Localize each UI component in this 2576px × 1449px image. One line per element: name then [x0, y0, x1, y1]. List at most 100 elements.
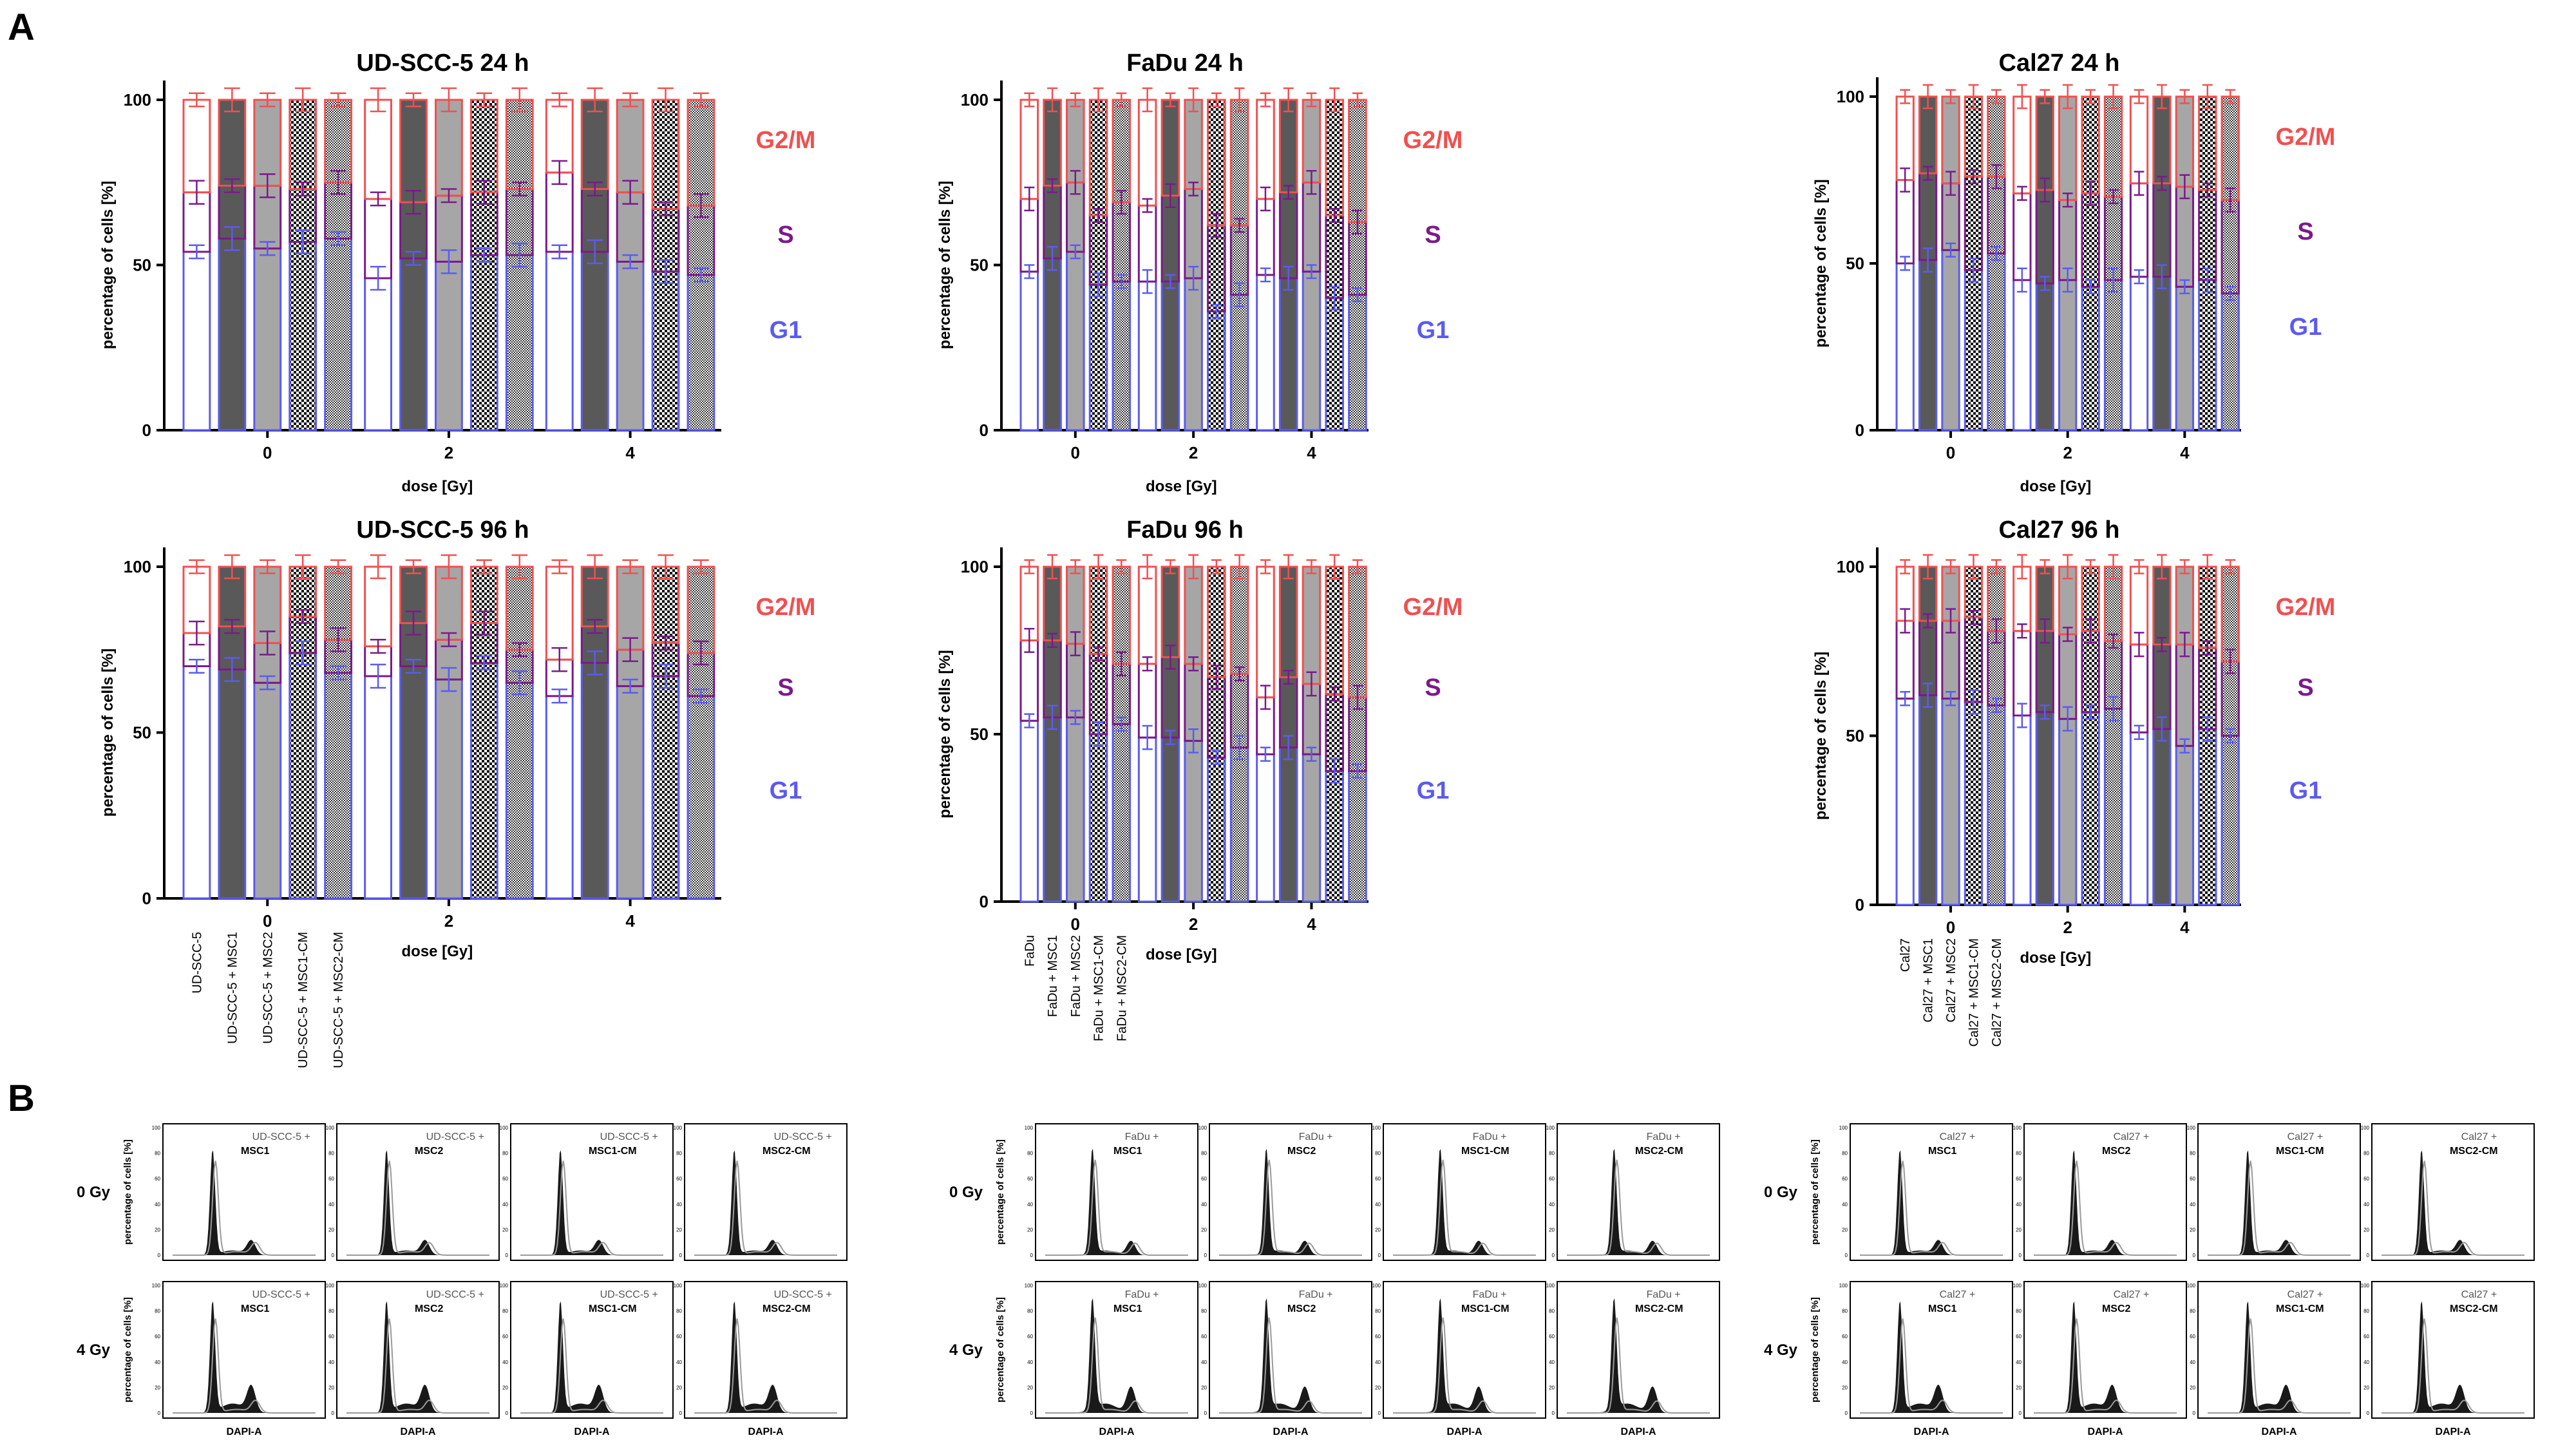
bar-g1 [1278, 746, 1298, 903]
category-label: FaDu + MSC2 [1069, 935, 1083, 1017]
hist-tick-label: 60 [1201, 1334, 1207, 1340]
hist-tick-label: 60 [155, 1334, 160, 1340]
y-axis-label: percentage of cells [%] [1812, 652, 1830, 820]
histogram-plot: 0 20 40 60 80 100 Cal27 + MSC2-CM [2361, 1123, 2535, 1261]
panel-label-a: A [8, 6, 35, 48]
category-label: Cal27 [1899, 938, 1913, 972]
histogram-filled-curve [1860, 1301, 2003, 1413]
chart-6: Cal27 96 h percentage of cells [%] 0 50 100 d… [1812, 516, 2335, 1046]
histogram-condition-label: MSC2 [1287, 1146, 1316, 1157]
y-axis-label: percentage of cells [%] [99, 649, 117, 817]
bar-s [2103, 195, 2123, 281]
histogram-condition-label: MSC1 [1928, 1146, 1957, 1157]
x-tick-label: 2 [444, 443, 453, 462]
hist-x-axis-label: DAPI-A [1273, 1426, 1309, 1437]
hist-tick-label: 100 [2187, 1125, 2196, 1131]
y-tick-label: 0 [1855, 421, 1864, 440]
x-axis-label: dose [Gy] [2020, 478, 2092, 495]
hist-tick-label: 80 [1201, 1151, 1207, 1157]
y-tick-label: 100 [124, 557, 151, 576]
histogram-reference-curve [1567, 1317, 1710, 1414]
bar-g1 [1987, 252, 2006, 431]
histogram-condition-label: MSC2 [1287, 1303, 1316, 1314]
bar-g2m [1160, 565, 1180, 658]
category-label: FaDu + MSC1-CM [1092, 935, 1106, 1041]
bar-g1 [218, 237, 247, 431]
x-axis-label: dose [Gy] [1146, 478, 1217, 495]
phase-label: S [1425, 674, 1441, 701]
bar-g2m [616, 565, 645, 651]
bar-g1 [1325, 297, 1345, 431]
histogram-frame [2371, 1281, 2535, 1419]
category-label: UD-SCC-5 [190, 932, 204, 994]
histogram-plot: 0 20 40 60 80 100 UD-SCC-5 + MSC2-CM DAPI-A [674, 1281, 848, 1437]
hist-tick-label: 0 [506, 1253, 509, 1258]
bar-g1 [1066, 716, 1085, 903]
bar-g2m [1066, 99, 1085, 184]
hist-tick-label: 20 [1842, 1385, 1848, 1390]
histogram-frame [510, 1281, 674, 1419]
bar-g1 [2012, 714, 2032, 906]
bar-g1 [651, 675, 680, 900]
bar-g1 [2058, 717, 2078, 906]
bar-g1 [1895, 262, 1915, 431]
histogram-prefix-label: UD-SCC-5 + [774, 1132, 832, 1142]
phase-label: G2/M [2276, 124, 2336, 151]
bar-g1 [253, 681, 282, 900]
x-tick-label: 2 [2063, 443, 2072, 462]
hist-tick-label: 20 [1842, 1227, 1848, 1233]
bar-g2m [1895, 95, 1915, 181]
bar-s [2129, 643, 2149, 734]
bar-g1 [1348, 770, 1367, 903]
x-tick-label: 4 [1307, 443, 1316, 462]
hist-tick-label: 0 [2367, 1253, 2370, 1258]
hist-tick-label: 60 [328, 1176, 334, 1182]
hist-tick-label: 60 [676, 1176, 682, 1182]
bar-g1 [1184, 739, 1203, 903]
bar-g1 [1964, 269, 1984, 431]
bar-g1 [1229, 294, 1249, 431]
hist-tick-label: 60 [2016, 1334, 2022, 1340]
phase-label: G2/M [1403, 594, 1463, 621]
bar-g1 [1019, 719, 1039, 903]
category-label: Cal27 + MSC1-CM [1967, 938, 1981, 1046]
bar-g1 [616, 260, 645, 431]
hist-tick-label: 60 [2190, 1176, 2195, 1182]
phase-label: G2/M [2276, 594, 2336, 621]
histogram-frame [1557, 1281, 1720, 1419]
hist-tick-label: 20 [328, 1385, 334, 1390]
hist-tick-label: 80 [1842, 1151, 1848, 1157]
bar-g1 [2221, 292, 2240, 431]
bar-g1 [2012, 279, 2032, 431]
hist-tick-label: 40 [502, 1202, 508, 1208]
bar-g1 [2175, 285, 2195, 431]
phase-label: G2/M [1403, 127, 1463, 154]
hist-tick-label: 0 [1378, 1410, 1381, 1416]
x-axis-label: dose [Gy] [1146, 946, 1217, 963]
hist-tick-label: 20 [155, 1385, 160, 1390]
hist-tick-label: 20 [2016, 1385, 2022, 1390]
bar-g1 [2152, 728, 2172, 906]
category-label: Cal27 + MSC2-CM [1990, 938, 2004, 1046]
row-label: 0 Gy [77, 1184, 111, 1201]
bar-g1 [435, 260, 463, 431]
histogram-filled-curve [2034, 1150, 2177, 1255]
histogram-plot: 0 20 40 60 80 100 Cal27 + MSC1-CM [2187, 1123, 2361, 1261]
hist-tick-label: 20 [1549, 1227, 1555, 1233]
bar-g1 [1160, 280, 1180, 431]
histogram-reference-curve [1567, 1159, 1710, 1256]
bar-s [687, 204, 715, 276]
x-tick-label: 2 [1189, 914, 1198, 934]
bar-g2m [1348, 565, 1367, 699]
bar-g2m [1088, 99, 1108, 217]
hist-tick-label: 0 [332, 1410, 335, 1416]
bar-g1 [289, 652, 317, 900]
hist-tick-label: 100 [152, 1125, 161, 1131]
histogram-frame [1850, 1281, 2013, 1419]
bar-s [2035, 189, 2054, 285]
histogram-prefix-label: FaDu + [1125, 1132, 1159, 1142]
bar-g2m [1184, 99, 1203, 191]
bar-g1 [616, 685, 645, 900]
histogram-reference-curve [1045, 1159, 1188, 1256]
bar-g1 [1256, 274, 1275, 431]
